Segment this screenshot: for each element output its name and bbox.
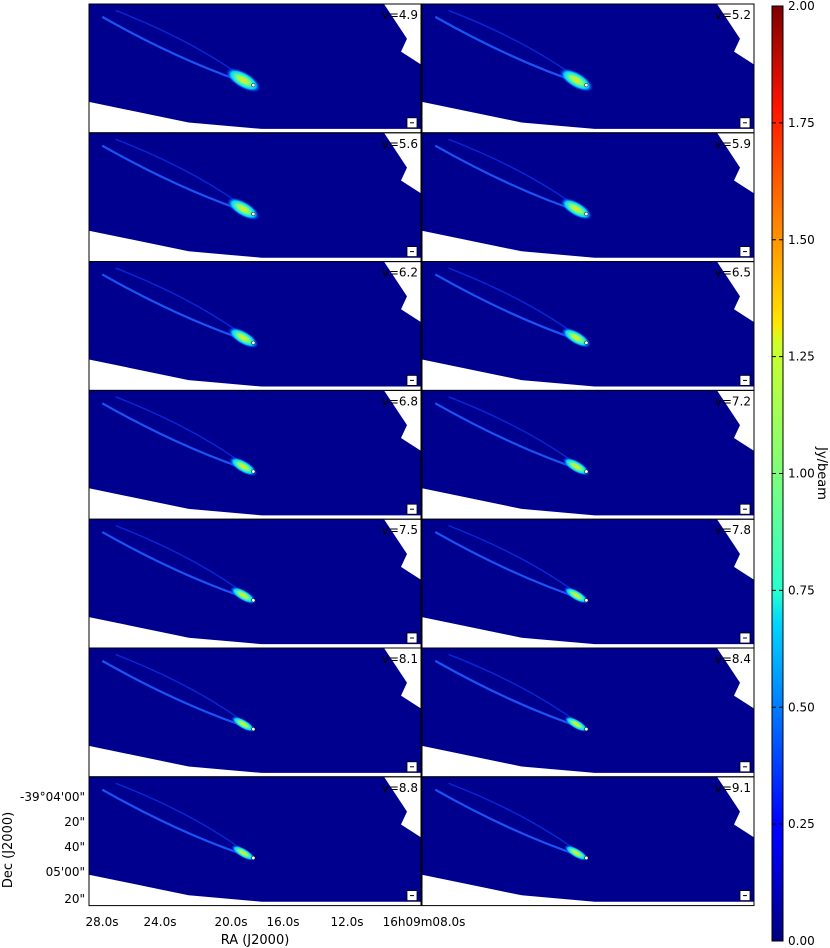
colorbar-tick-label: 1.50 [788,233,815,247]
channel-panel: v=9.1 [421,776,755,907]
y-tick-label: 05'00" [46,865,85,879]
channel-panels: v=4.9 v=5.2 v=5.6 v=5.9 v=6.2 v=6.5 v=6.8 v=7.2… [88,3,755,907]
velocity-label: v=7.5 [382,523,418,537]
source-marker [251,469,256,474]
source-marker [251,598,256,603]
source-marker [251,727,256,732]
map-footprint [422,261,754,387]
x-tick-label: 24.0s [144,915,177,929]
map-footprint [89,776,421,902]
channel-panel: v=6.8 [88,389,422,520]
velocity-label: v=4.9 [382,8,418,22]
panel-frame [88,776,422,907]
source-marker [584,340,589,345]
channel-panel: v=7.2 [421,389,755,520]
source-marker [251,211,256,216]
source-marker [251,83,256,88]
emission-core [562,457,591,476]
channel-panel: v=8.1 [88,647,422,778]
y-tick-label: -39°04'00" [20,790,85,804]
panel-frame [421,776,755,907]
map-footprint [89,648,421,773]
channel-panel: v=5.2 [421,3,755,134]
map-footprint [422,390,754,516]
y-tick-label: 40" [64,840,85,854]
colorbar-tick-label: 0.50 [788,700,815,714]
emission-core [563,844,589,862]
colorbar-tick-label: 0.25 [788,817,815,831]
channel-panel: v=7.8 [421,518,755,649]
axis-annotations: 28.0s 24.0s 20.0s 16.0s 12.0s 16h09m08.0s RA (… [1,790,465,948]
y-tick-label: 20" [64,892,85,906]
map-footprint [89,519,421,645]
velocity-label: v=6.2 [382,266,418,280]
colorbar-tick-label: 1.00 [788,467,815,481]
map-footprint [422,776,754,902]
channel-panel: v=5.6 [88,132,422,263]
velocity-label: v=5.9 [715,137,751,151]
velocity-label: v=8.8 [382,781,418,795]
map-footprint [422,519,754,645]
channel-panel: v=8.8 [88,776,422,907]
colorbar-tick-label: 1.75 [788,116,815,130]
velocity-label: v=5.6 [382,137,418,151]
source-marker [584,598,589,603]
colorbar: 0.00 0.25 0.50 0.75 1.00 1.25 1.50 1.75 2.00 Jy/b… [771,0,829,948]
emission-core [230,716,256,733]
source-marker [251,340,256,345]
emission-core [228,456,258,477]
colorbar-tick-label: 2.00 [788,0,815,13]
y-axis-label: Dec (J2000) [1,812,16,888]
x-tick-label: 16.0s [267,915,300,929]
colorbar-tick-label: 0.00 [788,934,815,948]
channel-panel: v=7.5 [88,518,422,649]
colorbar-tick-label: 1.25 [788,350,815,364]
emission-core [230,844,256,862]
velocity-label: v=6.5 [715,266,751,280]
map-footprint [89,261,421,387]
map-footprint [422,132,754,258]
source-marker [584,855,589,860]
velocity-label: v=8.1 [382,652,418,666]
velocity-label: v=9.1 [715,781,751,795]
channel-panel: v=5.9 [421,132,755,263]
source-marker [584,469,589,474]
channel-panel: v=8.4 [421,647,755,778]
map-footprint [89,390,421,516]
emission-core [563,716,589,733]
velocity-label: v=5.2 [715,8,751,22]
x-tick-label: 16h09m08.0s [383,915,466,929]
channel-panel: v=6.5 [421,261,755,391]
x-tick-label: 20.0s [215,915,248,929]
colorbar-tick-label: 0.75 [788,583,815,597]
source-marker [584,727,589,732]
emission-core [227,327,259,349]
channel-panel: v=4.9 [88,3,422,134]
map-footprint [89,132,421,258]
emission-core [229,586,257,605]
velocity-label: v=6.8 [382,394,418,408]
velocity-label: v=7.8 [715,523,751,537]
source-marker [251,855,256,860]
emission-core [563,586,590,604]
x-tick-label: 12.0s [331,915,364,929]
velocity-label: v=8.4 [715,652,751,666]
map-footprint [89,4,421,129]
colorbar-label: Jy/beam [814,446,829,500]
x-axis-label: RA (J2000) [221,933,290,948]
y-tick-label: 20" [64,815,85,829]
map-footprint [422,4,754,129]
source-marker [584,83,589,88]
x-tick-label: 28.0s [86,915,119,929]
velocity-label: v=7.2 [715,394,751,408]
map-footprint [422,648,754,773]
emission-core [561,327,592,348]
channel-panel: v=6.2 [88,261,422,391]
source-marker [584,211,589,216]
